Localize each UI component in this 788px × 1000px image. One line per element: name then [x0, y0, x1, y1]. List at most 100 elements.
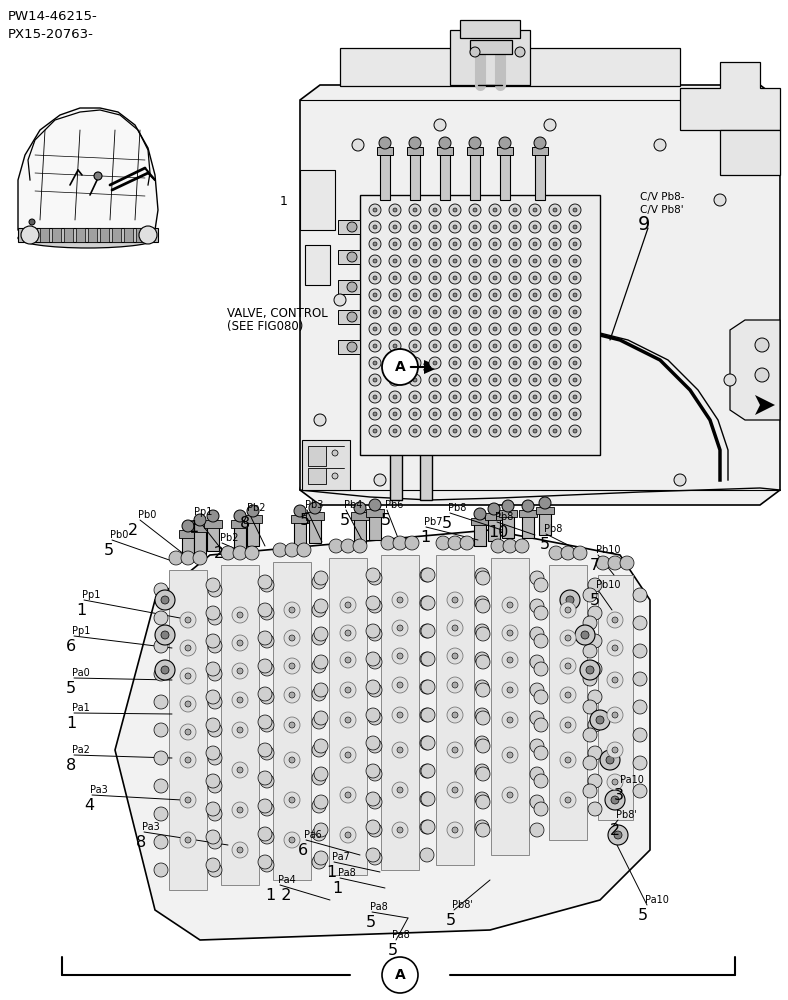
- Circle shape: [393, 361, 397, 365]
- Bar: [100, 228, 109, 242]
- Bar: [194, 527, 206, 555]
- Circle shape: [452, 625, 458, 631]
- Circle shape: [549, 546, 563, 560]
- Circle shape: [469, 272, 481, 284]
- Bar: [407, 147, 423, 155]
- Circle shape: [237, 612, 243, 618]
- Bar: [221, 565, 259, 885]
- Text: 8: 8: [240, 516, 251, 531]
- Circle shape: [755, 368, 769, 382]
- Circle shape: [420, 764, 434, 778]
- Circle shape: [509, 374, 521, 386]
- Circle shape: [529, 289, 541, 301]
- Circle shape: [448, 536, 462, 550]
- Circle shape: [513, 429, 517, 433]
- Bar: [532, 147, 548, 155]
- Circle shape: [413, 310, 417, 314]
- Circle shape: [493, 242, 497, 246]
- Polygon shape: [680, 62, 780, 130]
- Bar: [338, 340, 360, 354]
- Circle shape: [493, 276, 497, 280]
- Circle shape: [509, 408, 521, 420]
- Circle shape: [473, 208, 477, 212]
- Circle shape: [493, 395, 497, 399]
- Circle shape: [429, 391, 441, 403]
- Circle shape: [460, 536, 474, 550]
- Circle shape: [258, 799, 272, 813]
- Circle shape: [340, 682, 356, 698]
- Circle shape: [154, 611, 168, 625]
- Text: 1: 1: [326, 865, 336, 880]
- Circle shape: [434, 119, 446, 131]
- Circle shape: [206, 802, 220, 816]
- Circle shape: [285, 543, 299, 557]
- Circle shape: [573, 310, 577, 314]
- Circle shape: [258, 659, 272, 673]
- Circle shape: [393, 293, 397, 297]
- Circle shape: [369, 323, 381, 335]
- Circle shape: [389, 425, 401, 437]
- Circle shape: [565, 757, 571, 763]
- Circle shape: [421, 596, 435, 610]
- Circle shape: [533, 327, 537, 331]
- Circle shape: [476, 739, 490, 753]
- Circle shape: [549, 306, 561, 318]
- Circle shape: [513, 259, 517, 263]
- Circle shape: [389, 238, 401, 250]
- Circle shape: [529, 340, 541, 352]
- Circle shape: [312, 743, 326, 757]
- Circle shape: [573, 242, 577, 246]
- Circle shape: [258, 687, 272, 701]
- Circle shape: [393, 395, 397, 399]
- Circle shape: [507, 687, 513, 693]
- Circle shape: [493, 259, 497, 263]
- Circle shape: [314, 711, 328, 725]
- Circle shape: [421, 652, 435, 666]
- Circle shape: [573, 378, 577, 382]
- Text: 4: 4: [84, 798, 94, 813]
- Circle shape: [413, 208, 417, 212]
- Circle shape: [420, 820, 434, 834]
- Circle shape: [273, 543, 287, 557]
- Circle shape: [393, 344, 397, 348]
- Circle shape: [237, 697, 243, 703]
- Circle shape: [553, 429, 557, 433]
- Circle shape: [284, 602, 300, 618]
- Bar: [52, 228, 61, 242]
- Circle shape: [312, 715, 326, 729]
- Circle shape: [260, 774, 274, 788]
- Circle shape: [373, 361, 377, 365]
- Circle shape: [469, 289, 481, 301]
- Circle shape: [534, 774, 548, 788]
- Circle shape: [413, 429, 417, 433]
- Circle shape: [509, 238, 521, 250]
- Text: Pa10: Pa10: [620, 775, 644, 785]
- Text: 2: 2: [610, 823, 620, 838]
- Text: (SEE FIG080): (SEE FIG080): [227, 320, 303, 333]
- Circle shape: [409, 306, 421, 318]
- Circle shape: [600, 750, 620, 770]
- Circle shape: [369, 340, 381, 352]
- Circle shape: [154, 779, 168, 793]
- Circle shape: [154, 863, 168, 877]
- Circle shape: [258, 743, 272, 757]
- Circle shape: [489, 289, 501, 301]
- Circle shape: [553, 395, 557, 399]
- Circle shape: [453, 310, 457, 314]
- Bar: [302, 440, 350, 490]
- Circle shape: [596, 716, 604, 724]
- Circle shape: [588, 746, 602, 760]
- Bar: [273, 562, 311, 880]
- Circle shape: [529, 408, 541, 420]
- Circle shape: [260, 830, 274, 844]
- Circle shape: [155, 625, 175, 645]
- Text: A: A: [395, 968, 405, 982]
- Circle shape: [345, 687, 351, 693]
- Circle shape: [529, 425, 541, 437]
- Circle shape: [447, 648, 463, 664]
- Circle shape: [633, 728, 647, 742]
- Text: 3: 3: [614, 788, 624, 803]
- Circle shape: [560, 602, 576, 618]
- Circle shape: [373, 344, 377, 348]
- Circle shape: [612, 747, 618, 753]
